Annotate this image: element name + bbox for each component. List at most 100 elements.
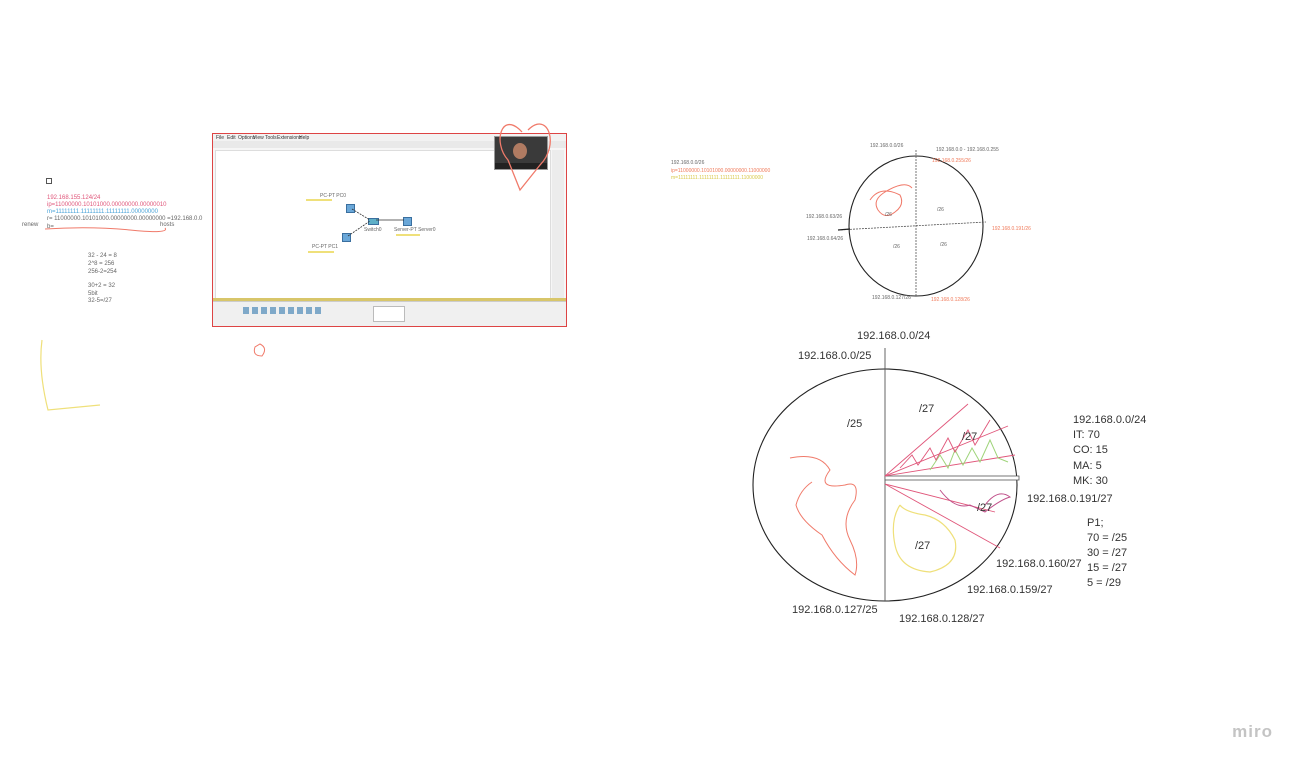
webcam-person bbox=[513, 143, 527, 159]
switch0-label: Switch0 bbox=[364, 227, 382, 233]
pt-menu-help[interactable]: Help bbox=[299, 135, 310, 141]
segment-label-27-c: /27 bbox=[977, 502, 993, 514]
pc1-label: PC-PT PC1 bbox=[312, 244, 339, 250]
plan-line-4: 5 = /29 bbox=[1087, 577, 1121, 589]
pt-right-toolbar[interactable] bbox=[552, 150, 564, 300]
top-label-top: 192.168.0.0/26 bbox=[870, 143, 904, 149]
server0-icon[interactable] bbox=[403, 217, 412, 226]
top-header-network: 192.168.0.0/26 bbox=[671, 160, 705, 166]
segment-label-27-a: /27 bbox=[919, 403, 935, 415]
server0-label: Server-PT Server0 bbox=[394, 227, 436, 233]
pt-device-panel[interactable] bbox=[213, 301, 566, 326]
video-controls[interactable] bbox=[495, 163, 547, 169]
small-pink-shape bbox=[253, 343, 266, 357]
calc-line-3: 256-2=254 bbox=[88, 269, 117, 275]
webcam-video[interactable] bbox=[494, 136, 548, 170]
miro-logo: miro bbox=[1232, 722, 1273, 741]
ip-line-1: 192.168.155.124/24 bbox=[47, 195, 101, 201]
orange-scribble bbox=[789, 456, 858, 576]
top-label-left-lower: 192.168.0.64/26 bbox=[807, 236, 844, 242]
pink-ray-3 bbox=[884, 454, 1016, 477]
green-scribble bbox=[929, 438, 1009, 471]
plan-line-1: 70 = /25 bbox=[1087, 532, 1128, 544]
small-square-marker bbox=[46, 178, 52, 184]
bottom-label-bottom: 192.168.0.128/27 bbox=[899, 613, 985, 625]
pt-mode-bar bbox=[213, 298, 566, 302]
top-quadrant-2: /26 bbox=[937, 207, 944, 213]
bottom-label-right-mid: 192.168.0.191/27 bbox=[1027, 493, 1113, 505]
server0-highlight bbox=[396, 234, 420, 236]
top-quadrant-1: /26 bbox=[885, 212, 892, 218]
top-label-range: 192.168.0.0 - 192.168.0.255 bbox=[936, 147, 999, 153]
calc-line-7: 32-5=/27 bbox=[88, 298, 112, 304]
bottom-label-bottom-left: 192.168.0.127/25 bbox=[792, 604, 878, 616]
top-label-right: 192.168.0.191/26 bbox=[992, 226, 1031, 232]
top-label-top-right: 192.168.0.255/26 bbox=[932, 158, 971, 164]
top-quadrant-3: /26 bbox=[893, 244, 900, 250]
pt-scenario-box[interactable] bbox=[373, 306, 405, 322]
pc0-label: PC-PT PC0 bbox=[320, 193, 347, 199]
top-circle-horizontal bbox=[837, 221, 987, 231]
renew-label: renew bbox=[22, 222, 39, 228]
bottom-circle-divider bbox=[884, 475, 1020, 481]
pc1-icon[interactable] bbox=[342, 233, 351, 242]
segment-label-27-b: /27 bbox=[962, 431, 978, 443]
switch0-icon[interactable] bbox=[368, 218, 379, 225]
top-subnet-circle bbox=[848, 155, 984, 297]
pt-menu-extensions[interactable]: Extensions bbox=[277, 135, 302, 141]
top-circle-scribble bbox=[869, 184, 913, 216]
pc0-icon[interactable] bbox=[346, 204, 355, 213]
top-circle-left-tick bbox=[837, 228, 851, 231]
pt-workspace[interactable]: PC-PT PC0 Switch0 Server-PT Server0 PC-P… bbox=[215, 150, 551, 302]
ip-line-2: ip=11000000.10101000.00000000.00000010 bbox=[47, 202, 167, 208]
pt-toolbar bbox=[213, 141, 566, 148]
plan-line-3: 15 = /27 bbox=[1087, 562, 1128, 574]
calc-line-5: 30+2 = 32 bbox=[88, 283, 116, 289]
top-quadrant-4: /26 bbox=[940, 242, 947, 248]
calc-line-6: 5bit bbox=[88, 291, 98, 297]
yellow-scribble bbox=[40, 339, 101, 411]
pink-underline bbox=[44, 227, 167, 233]
pink-ray-4 bbox=[884, 483, 1001, 549]
pc1-highlight bbox=[308, 251, 334, 253]
req-item-ma: MA: 5 bbox=[1073, 460, 1102, 472]
top-header-ip: ip=11000000.10101000.00000000.11000000 bbox=[671, 168, 771, 174]
req-network: 192.168.0.0/24 bbox=[1073, 414, 1147, 426]
calc-line-1: 32 - 24 = 8 bbox=[88, 253, 117, 259]
top-label-left-upper: 192.168.0.63/26 bbox=[806, 214, 843, 220]
bottom-label-right-low: 192.168.0.160/27 bbox=[996, 558, 1082, 570]
bottom-label-right-lower: 192.168.0.159/27 bbox=[967, 584, 1053, 596]
pt-menu-tools[interactable]: Tools bbox=[265, 135, 277, 141]
magenta-scribble bbox=[939, 489, 1012, 513]
pt-links bbox=[347, 208, 404, 237]
pink-ray-2 bbox=[884, 425, 1009, 477]
plan-title: P1; bbox=[1087, 517, 1104, 529]
yellow-loop bbox=[892, 504, 957, 573]
ip-line-3: m=11111111.11111111.11111111.00000000 bbox=[47, 209, 158, 215]
ip-line-4: r= 11000000.10101000.00000000.00000000 =… bbox=[47, 216, 203, 222]
pt-menu-options[interactable]: Options bbox=[238, 135, 256, 141]
pt-menu-view[interactable]: View bbox=[253, 135, 264, 141]
top-label-bottom-right: 192.168.0.128/26 bbox=[931, 297, 970, 303]
top-label-bottom-left: 192.168.0.127/26 bbox=[872, 295, 911, 301]
top-header-mask: m=11111111.11111111.11111111.11000000 bbox=[671, 175, 764, 181]
segment-label-27-d: /27 bbox=[915, 540, 931, 552]
req-item-mk: MK: 30 bbox=[1073, 475, 1108, 487]
segment-label-25: /25 bbox=[847, 418, 863, 430]
bottom-label-top: 192.168.0.0/24 bbox=[857, 330, 931, 342]
hosts-label: hosts bbox=[160, 222, 175, 228]
req-item-co: CO: 15 bbox=[1073, 444, 1108, 456]
req-item-it: IT: 70 bbox=[1073, 429, 1100, 441]
pc0-highlight bbox=[306, 199, 332, 201]
plan-line-2: 30 = /27 bbox=[1087, 547, 1128, 559]
packet-tracer-screenshot[interactable]: File Edit Options View Tools Extensions … bbox=[212, 133, 567, 327]
bottom-label-top-left: 192.168.0.0/25 bbox=[798, 350, 872, 362]
bottom-subnet-circle bbox=[752, 368, 1018, 602]
calc-line-2: 2^8 = 256 bbox=[88, 261, 115, 267]
pink-zigzag bbox=[899, 419, 991, 469]
ip-line-5: b= bbox=[47, 224, 54, 230]
pt-menu-file[interactable]: File bbox=[216, 135, 225, 141]
pt-device-icons[interactable] bbox=[243, 307, 323, 314]
pt-menu-edit[interactable]: Edit bbox=[227, 135, 236, 141]
